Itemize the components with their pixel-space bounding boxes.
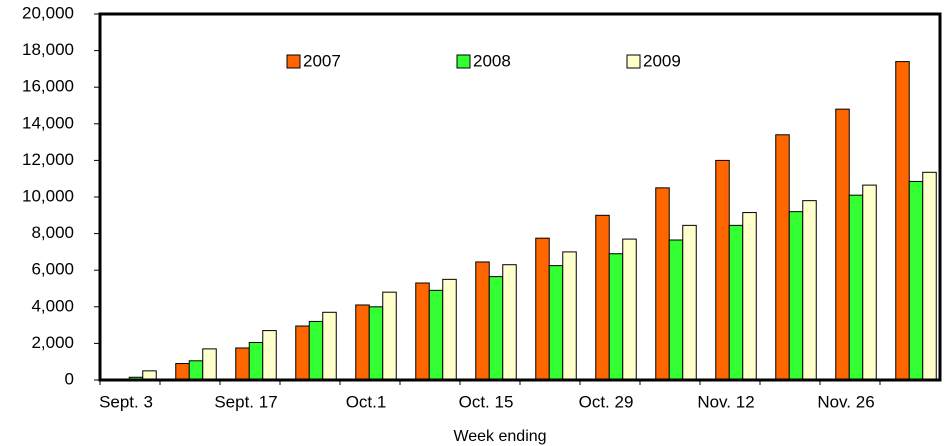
legend-swatch (456, 54, 471, 69)
legend-label: 2008 (473, 51, 511, 70)
bar (248, 341, 264, 381)
bar (202, 348, 217, 381)
bar (802, 200, 817, 381)
bar (322, 311, 337, 381)
bar (682, 224, 697, 381)
bar (308, 320, 324, 381)
bar (175, 363, 190, 381)
legend-label: 2009 (643, 51, 681, 70)
bar (895, 61, 910, 381)
bar (655, 187, 670, 381)
bar (428, 289, 444, 381)
x-tick-label: Oct. 15 (459, 392, 514, 411)
bar (235, 347, 250, 381)
bar (608, 253, 624, 381)
bar (848, 194, 864, 381)
y-tick-label: 18,000 (22, 40, 74, 59)
bar (562, 251, 577, 381)
bar (368, 306, 384, 381)
bar (922, 171, 937, 381)
legend-swatch (626, 54, 641, 69)
bar (188, 360, 204, 381)
y-tick-label: 0 (65, 369, 74, 388)
bar (728, 224, 744, 381)
bar (908, 180, 924, 381)
x-tick-label: Nov. 12 (697, 392, 754, 411)
bar (488, 276, 504, 381)
legend-label: 2007 (303, 51, 341, 70)
y-tick-label: 16,000 (22, 77, 74, 96)
bar (622, 238, 637, 381)
bar (382, 291, 397, 381)
bar (742, 212, 757, 381)
bar (775, 134, 790, 381)
bar (502, 264, 517, 381)
plot-frame (98, 12, 942, 382)
bar (668, 239, 684, 381)
x-tick-label: Sept. 17 (214, 392, 277, 411)
y-tick-label: 12,000 (22, 150, 74, 169)
y-tick-label: 8,000 (31, 223, 74, 242)
bar (475, 261, 490, 381)
bar (262, 330, 277, 381)
bar (595, 214, 610, 381)
bar (415, 282, 430, 381)
y-tick-label: 10,000 (22, 186, 74, 205)
legend-swatch (286, 54, 301, 69)
bar (715, 159, 730, 381)
x-tick-label: Sept. 3 (99, 392, 153, 411)
bar (835, 108, 850, 381)
x-tick-label: Oct.1 (346, 392, 387, 411)
y-tick-label: 2,000 (31, 333, 74, 352)
bar (295, 325, 310, 381)
x-tick-label: Nov. 26 (817, 392, 874, 411)
y-tick-label: 20,000 (22, 3, 74, 22)
x-axis-title: Week ending (453, 428, 546, 445)
bar (355, 304, 370, 381)
y-tick-label: 14,000 (22, 113, 74, 132)
y-tick-label: 6,000 (31, 260, 74, 279)
y-tick-label: 4,000 (31, 296, 74, 315)
bar (788, 211, 804, 381)
bar (548, 265, 564, 381)
bar (535, 237, 550, 381)
bar (862, 184, 877, 381)
bar (442, 278, 457, 381)
x-tick-label: Oct. 29 (579, 392, 634, 411)
